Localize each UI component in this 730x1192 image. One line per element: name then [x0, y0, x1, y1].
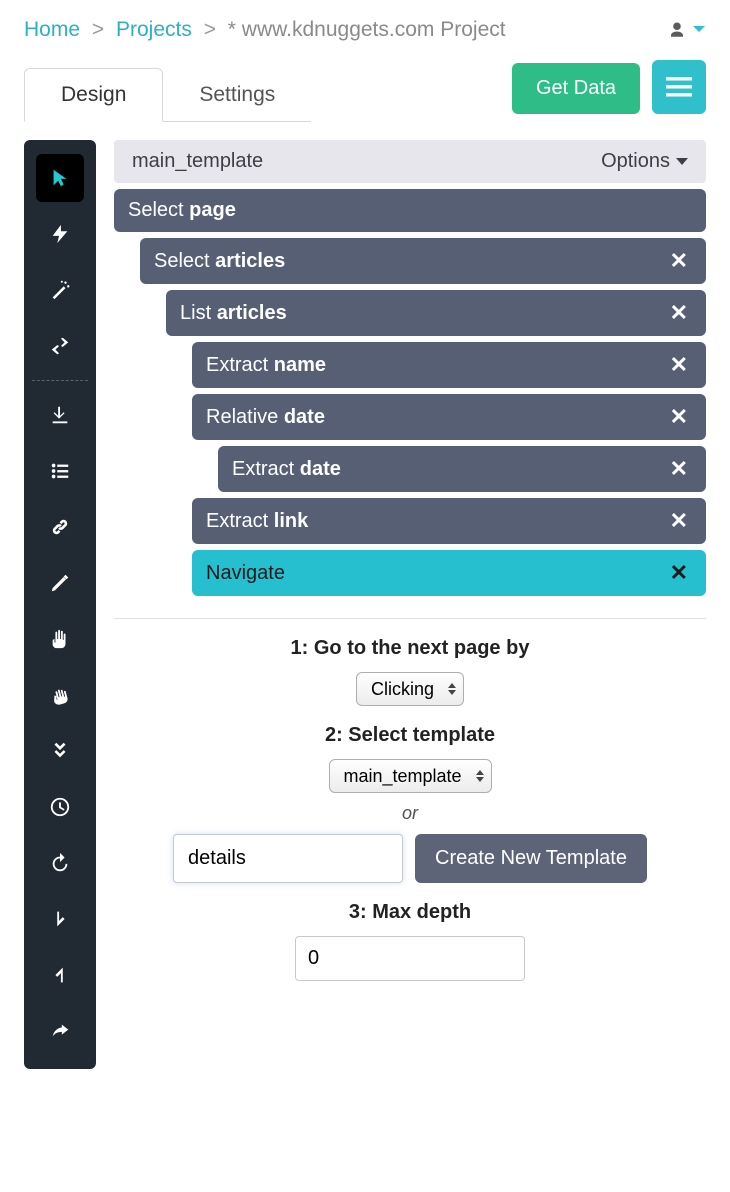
- tool-pointer[interactable]: [36, 154, 84, 202]
- share-icon: [49, 1020, 71, 1042]
- link-icon: [49, 516, 71, 538]
- template-options[interactable]: Options: [601, 150, 688, 173]
- hamburger-icon: [666, 77, 692, 97]
- tool-wand[interactable]: [36, 266, 84, 314]
- hand-icon: [49, 628, 71, 650]
- tool-chevrons-down[interactable]: [36, 727, 84, 775]
- tool-list[interactable]: [36, 447, 84, 495]
- sidebar-divider: [32, 380, 88, 381]
- tree-node[interactable]: Navigate ✕: [192, 550, 706, 596]
- caret-down-icon: [676, 158, 688, 165]
- download-icon: [49, 404, 71, 426]
- arrow-down-icon: [49, 908, 71, 930]
- tool-arrow-down[interactable]: [36, 895, 84, 943]
- separator: [114, 618, 706, 619]
- arrow-up-icon: [49, 964, 71, 986]
- hamburger-button[interactable]: [652, 60, 706, 114]
- or-label: or: [114, 803, 706, 824]
- tree-node[interactable]: List articles ✕: [166, 290, 706, 336]
- template-options-label: Options: [601, 150, 670, 173]
- tree-node[interactable]: Select articles ✕: [140, 238, 706, 284]
- clock-icon: [49, 796, 71, 818]
- breadcrumb-projects[interactable]: Projects: [116, 18, 192, 41]
- create-template-button[interactable]: Create New Template: [415, 834, 647, 883]
- get-data-button[interactable]: Get Data: [512, 63, 640, 114]
- tree-node-label: Extract name: [206, 354, 326, 377]
- tree-node-label: Select articles: [154, 250, 285, 273]
- step2-label: 2: Select template: [114, 724, 706, 747]
- close-icon[interactable]: ✕: [666, 352, 692, 378]
- sidebar: [24, 140, 96, 1069]
- close-icon[interactable]: ✕: [666, 300, 692, 326]
- close-icon[interactable]: ✕: [666, 404, 692, 430]
- tool-pencil[interactable]: [36, 559, 84, 607]
- tree-node-label: Extract date: [232, 458, 341, 481]
- breadcrumb: Home > Projects > * www.kdnuggets.com Pr…: [24, 18, 506, 42]
- max-depth-input[interactable]: [295, 936, 525, 981]
- tree-node[interactable]: Extract link ✕: [192, 498, 706, 544]
- user-menu[interactable]: [668, 21, 706, 39]
- tabs: Design Settings: [24, 68, 500, 122]
- caret-down-icon: [692, 25, 706, 35]
- tree-node-label: Navigate: [206, 562, 285, 585]
- tool-clock[interactable]: [36, 783, 84, 831]
- tool-arrow-up[interactable]: [36, 951, 84, 999]
- tree-node-label: Extract link: [206, 510, 308, 533]
- step1-label: 1: Go to the next page by: [114, 637, 706, 660]
- tool-download[interactable]: [36, 391, 84, 439]
- close-icon[interactable]: ✕: [666, 456, 692, 482]
- breadcrumb-home[interactable]: Home: [24, 18, 80, 41]
- tree-node-label: List articles: [180, 302, 287, 325]
- tool-link[interactable]: [36, 503, 84, 551]
- navigate-form: 1: Go to the next page by Clicking 2: Se…: [114, 637, 706, 981]
- pointer-icon: [49, 167, 71, 189]
- tool-grab[interactable]: [36, 671, 84, 719]
- new-template-input[interactable]: [173, 834, 403, 883]
- tree-node[interactable]: Relative date ✕: [192, 394, 706, 440]
- chevrons-down-icon: [49, 740, 71, 762]
- user-icon: [668, 21, 686, 39]
- tree-node[interactable]: Extract date ✕: [218, 446, 706, 492]
- tool-swap[interactable]: [36, 322, 84, 370]
- reload-icon: [49, 852, 71, 874]
- command-tree: Select pageSelect articles✕List articles…: [114, 189, 706, 596]
- tree-node[interactable]: Extract name ✕: [192, 342, 706, 388]
- main-panel: main_template Options Select page Select …: [114, 140, 706, 1069]
- wand-icon: [49, 279, 71, 301]
- breadcrumb-current: * www.kdnuggets.com Project: [228, 18, 506, 41]
- pencil-icon: [49, 572, 71, 594]
- tool-share[interactable]: [36, 1007, 84, 1055]
- tab-settings[interactable]: Settings: [163, 69, 311, 122]
- step2-select[interactable]: main_template: [329, 759, 492, 793]
- tool-bolt[interactable]: [36, 210, 84, 258]
- close-icon[interactable]: ✕: [666, 508, 692, 534]
- template-header[interactable]: main_template Options: [114, 140, 706, 183]
- grab-icon: [49, 684, 71, 706]
- tool-reload[interactable]: [36, 839, 84, 887]
- swap-icon: [49, 335, 71, 357]
- bolt-icon: [49, 223, 71, 245]
- template-name: main_template: [132, 150, 263, 173]
- tool-hand[interactable]: [36, 615, 84, 663]
- step3-label: 3: Max depth: [114, 901, 706, 924]
- tree-node[interactable]: Select page: [114, 189, 706, 232]
- list-icon: [49, 460, 71, 482]
- step1-select[interactable]: Clicking: [356, 672, 464, 706]
- tree-node-label: Select page: [128, 199, 236, 222]
- tab-design[interactable]: Design: [24, 68, 163, 122]
- close-icon[interactable]: ✕: [666, 248, 692, 274]
- close-icon[interactable]: ✕: [666, 560, 692, 586]
- tree-node-label: Relative date: [206, 406, 325, 429]
